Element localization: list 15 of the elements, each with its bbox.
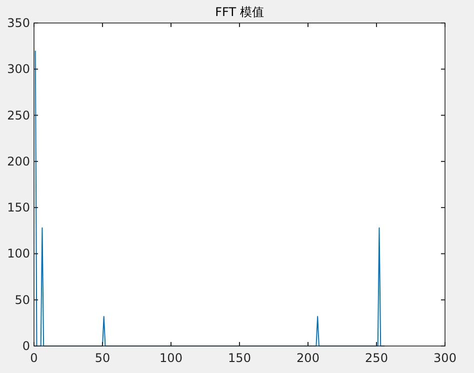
y-tick-label: 100 xyxy=(7,246,30,261)
x-tick-label: 150 xyxy=(228,351,251,365)
y-tick-label: 0 xyxy=(22,339,30,353)
x-tick-label: 100 xyxy=(160,351,182,365)
x-tick-label: 50 xyxy=(94,351,110,365)
y-tick-label: 300 xyxy=(7,62,30,76)
x-tick-label: 200 xyxy=(296,351,320,365)
y-tick-label: 350 xyxy=(7,16,30,30)
chart-title: FFT 模值 xyxy=(215,5,264,19)
y-tick-label: 150 xyxy=(7,200,30,215)
y-tick-label: 50 xyxy=(14,292,30,307)
x-tick-label: 300 xyxy=(434,351,456,365)
y-tick-label: 200 xyxy=(7,154,30,168)
x-tick-label: 250 xyxy=(365,351,388,365)
y-tick-label: 250 xyxy=(7,108,30,122)
